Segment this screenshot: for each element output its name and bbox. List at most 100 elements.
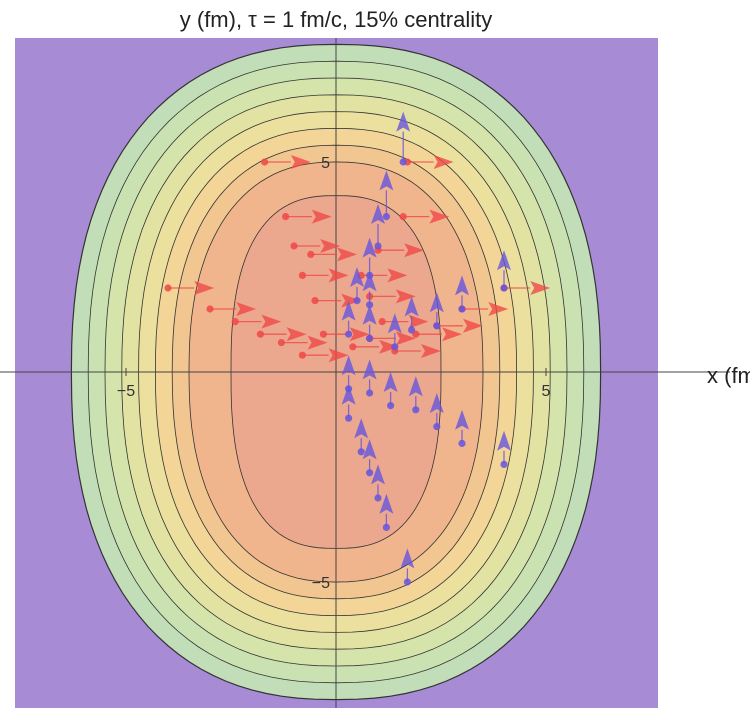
vector-origin-point: [298, 351, 306, 359]
vector-origin-point: [433, 322, 441, 330]
red-arrow-series: [164, 155, 551, 363]
vector-arrowhead: [429, 393, 444, 413]
vector-arrowhead: [362, 304, 377, 325]
vector-arrowhead: [421, 344, 441, 358]
y-tick-label: −5: [312, 575, 330, 592]
vector-origin-point: [206, 305, 214, 313]
vector-arrowhead: [387, 313, 402, 334]
vector-arrowhead: [328, 348, 349, 363]
vector-arrowhead: [396, 111, 411, 132]
x-tick-label: −5: [117, 383, 135, 400]
vector-origin-point: [399, 213, 407, 221]
vector-origin-point: [261, 158, 269, 166]
vector-arrowhead: [362, 439, 377, 460]
vector-origin-point: [378, 318, 386, 326]
vector-arrowhead: [350, 267, 364, 287]
vector-origin-point: [231, 318, 239, 326]
vector-arrowhead: [362, 271, 377, 292]
tick-marks: −5 5 5 −5: [117, 155, 551, 592]
vector-arrowhead: [395, 331, 416, 346]
axes: [0, 38, 730, 708]
vector-origin-point: [366, 301, 374, 309]
vector-arrowhead: [404, 296, 419, 317]
vector-origin-point: [500, 460, 508, 468]
vector-arrowhead: [488, 302, 509, 316]
vector-arrowhead: [236, 302, 257, 316]
vector-arrowhead: [442, 327, 462, 342]
vector-arrowhead: [455, 409, 469, 430]
vector-arrowhead: [328, 268, 349, 283]
vector-arrowhead: [429, 209, 450, 224]
vector-arrowhead: [286, 327, 307, 342]
vector-arrowhead: [379, 493, 394, 514]
vector-arrowhead: [311, 209, 332, 224]
vector-arrowhead: [408, 376, 423, 397]
vector-arrowhead: [349, 327, 370, 342]
y-tick-label: 5: [321, 155, 330, 172]
vector-origin-point: [290, 242, 298, 250]
vector-origin-point: [353, 297, 361, 305]
vector-arrowhead: [497, 430, 511, 451]
vector-origin-point: [345, 330, 353, 338]
vector-arrowhead: [400, 548, 415, 569]
vector-origin-point: [374, 494, 382, 502]
x-axis-label: x (fm): [707, 363, 750, 388]
vector-origin-point: [374, 242, 382, 250]
vector-arrowhead: [429, 292, 444, 313]
vector-origin-point: [433, 423, 441, 431]
vector-arrowhead: [387, 268, 408, 283]
vector-origin-point: [357, 448, 365, 456]
vector-arrowhead: [371, 464, 385, 485]
vector-arrowhead: [404, 243, 425, 258]
vector-arrowhead: [354, 418, 369, 439]
vector-arrowhead: [379, 170, 394, 191]
vector-origin-point: [319, 330, 327, 338]
vector-origin-point: [345, 414, 353, 422]
vector-arrowhead: [341, 384, 356, 405]
vector-origin-point: [366, 469, 374, 477]
vector-arrowhead: [341, 300, 356, 321]
vector-arrowhead: [362, 237, 377, 258]
vector-arrowhead: [408, 314, 429, 329]
vector-origin-point: [387, 402, 395, 410]
vector-origin-point: [298, 271, 306, 279]
vector-origin-point: [349, 343, 357, 351]
vector-arrowhead: [455, 275, 469, 296]
vector-arrowhead: [320, 239, 341, 253]
vector-arrowhead: [395, 289, 416, 304]
vector-origin-point: [277, 339, 285, 347]
blue-arrow-series: [341, 111, 511, 586]
vector-arrowhead: [530, 281, 551, 295]
chart-title: y (fm), τ = 1 fm/c, 15% centrality: [180, 7, 493, 32]
vector-arrowhead: [337, 247, 357, 262]
vector-origin-point: [458, 305, 466, 313]
vector-origin-point: [256, 330, 264, 338]
vector-origin-point: [382, 523, 390, 532]
vector-origin-point: [382, 213, 390, 221]
vector-origin-point: [164, 284, 172, 292]
vector-origin-point: [307, 250, 315, 258]
vector-origin-point: [403, 578, 411, 586]
vector-origin-point: [408, 326, 416, 334]
vector-arrowhead: [383, 372, 398, 392]
vector-origin-point: [366, 334, 374, 342]
vector-origin-point: [399, 158, 407, 166]
vector-field: [164, 111, 551, 586]
vector-arrowhead: [362, 359, 377, 380]
vector-arrowhead: [194, 281, 215, 295]
vector-arrowhead: [307, 335, 328, 350]
vector-origin-point: [282, 213, 290, 221]
vector-origin-point: [366, 389, 374, 397]
vector-arrowhead: [290, 155, 311, 169]
vector-arrowhead: [341, 293, 362, 308]
vector-arrowhead: [379, 339, 399, 354]
vector-origin-point: [391, 343, 399, 351]
vector-origin-point: [412, 406, 420, 414]
x-tick-label: 5: [542, 383, 551, 400]
vector-arrowhead: [497, 250, 511, 271]
vector-arrowhead: [463, 318, 483, 333]
vector-arrowhead: [433, 155, 454, 169]
vector-arrowhead: [261, 314, 282, 329]
vector-arrowhead: [341, 355, 356, 376]
